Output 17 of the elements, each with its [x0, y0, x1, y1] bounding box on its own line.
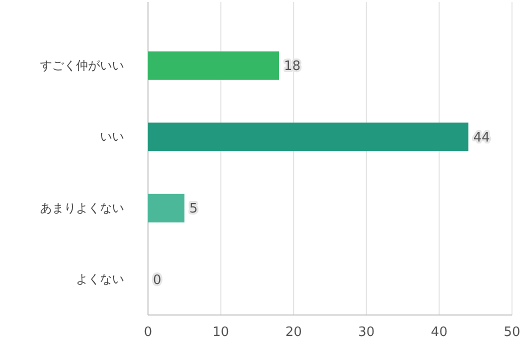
x-tick-label: 30	[358, 325, 375, 340]
data-label: 5	[189, 202, 198, 217]
x-tick-label: 50	[504, 325, 520, 340]
y-tick-label: よくない	[76, 272, 124, 286]
data-label: 18	[284, 59, 301, 74]
x-tick-label: 40	[430, 325, 448, 340]
bar	[148, 194, 184, 222]
data-label: 44	[473, 130, 490, 146]
y-tick-label: あまりよくない	[40, 200, 124, 215]
x-tick-label: 0	[144, 325, 152, 340]
y-tick-label: すごく仲がいい	[40, 58, 124, 72]
x-tick-label: 20	[285, 325, 302, 340]
y-tick-label: いい	[100, 130, 124, 144]
bar	[148, 122, 468, 152]
data-label: 0	[153, 272, 162, 288]
x-tick-label: 10	[212, 325, 230, 340]
bar	[148, 51, 280, 80]
